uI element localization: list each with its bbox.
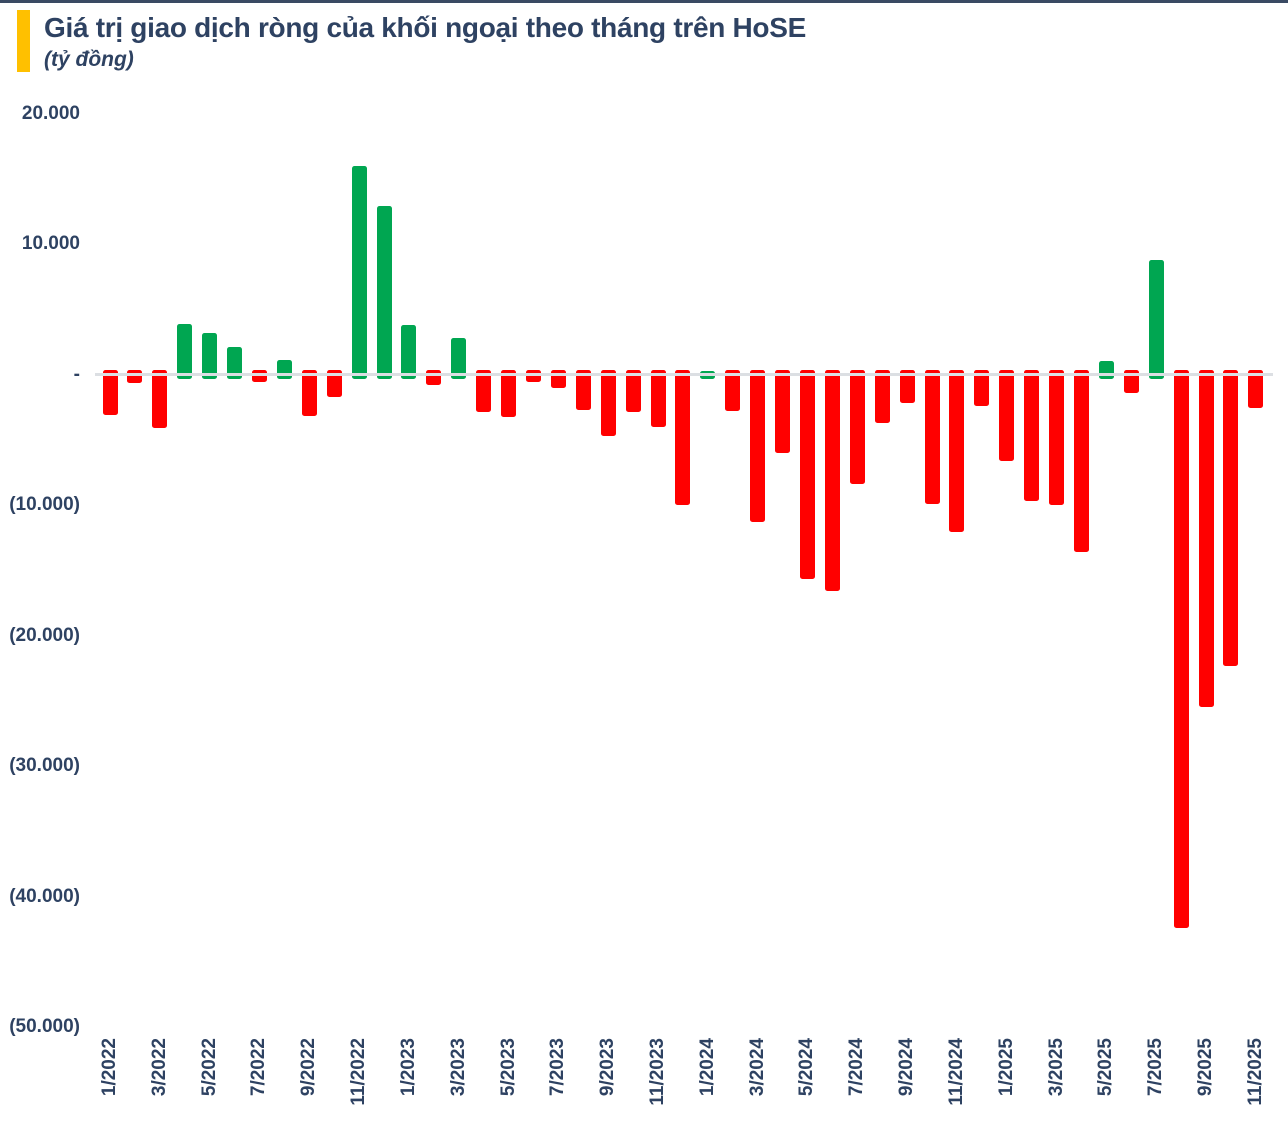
bar-3/2022: [152, 369, 168, 428]
bar-4/2024: [775, 369, 791, 453]
x-axis-tick-label: 1/2023: [397, 1038, 419, 1097]
x-axis-tick-label: 5/2022: [198, 1038, 220, 1097]
bar-10/2023: [625, 369, 641, 413]
window-top-edge: [0, 0, 1288, 3]
title-accent-bar: [17, 10, 30, 72]
chart-title: Giá trị giao dịch ròng của khối ngoại th…: [44, 12, 806, 43]
y-axis-tick-label: (50.000): [9, 1016, 80, 1037]
x-axis-tick-label: 11/2025: [1244, 1038, 1266, 1106]
bar-3/2025: [1049, 369, 1065, 505]
bar-2/2024: [725, 369, 741, 412]
x-axis-tick-label: 1/2024: [696, 1038, 718, 1097]
bar-6/2024: [824, 369, 840, 592]
bar-2/2025: [1024, 369, 1040, 502]
bar-11/2023: [650, 369, 666, 427]
bar-5/2023: [501, 369, 517, 417]
chart-header: Giá trị giao dịch ròng của khối ngoại th…: [17, 10, 806, 72]
y-axis-tick-label: 20.000: [21, 102, 80, 124]
x-axis-tick-label: 11/2024: [945, 1038, 967, 1106]
y-axis-tick-label: (40.000): [9, 885, 80, 907]
bar-12/2024: [974, 369, 990, 406]
x-axis-tick-label: 7/2025: [1145, 1038, 1167, 1097]
bar-9/2022: [301, 369, 317, 417]
bar-3/2024: [750, 369, 766, 522]
x-axis-tick-label: 9/2023: [597, 1038, 619, 1097]
bar-6/2022: [227, 347, 243, 380]
bar-4/2025: [1073, 369, 1089, 552]
bar-8/2024: [874, 369, 890, 423]
x-axis-tick-label: 3/2024: [746, 1038, 768, 1097]
bar-1/2025: [999, 369, 1015, 461]
bar-8/2023: [575, 369, 591, 411]
bar-11/2024: [949, 369, 965, 533]
bar-11/2022: [351, 165, 367, 380]
x-axis-tick-label: 5/2023: [497, 1038, 519, 1097]
bar-4/2023: [476, 369, 492, 413]
x-axis-tick-label: 9/2022: [298, 1038, 320, 1097]
bar-5/2025: [1098, 361, 1114, 380]
zero-axis-line: [95, 373, 1273, 376]
bar-12/2022: [376, 206, 392, 380]
bar-12/2023: [675, 369, 691, 505]
bar-7/2025: [1148, 259, 1164, 380]
y-axis-tick-label: 10.000: [21, 233, 80, 254]
bar-4/2022: [177, 323, 193, 380]
bar-2/2022: [127, 369, 143, 383]
x-axis-tick-label: 1/2025: [995, 1038, 1017, 1097]
chart-subtitle: (tỷ đồng): [44, 48, 134, 71]
title-block: Giá trị giao dịch ròng của khối ngoại th…: [44, 10, 806, 72]
bar-5/2022: [202, 332, 218, 380]
x-axis-tick-label: 11/2023: [647, 1038, 669, 1106]
bar-1/2022: [102, 369, 118, 415]
bar-1/2023: [401, 324, 417, 380]
bar-9/2023: [600, 369, 616, 436]
x-axis-tick-label: 3/2023: [447, 1038, 469, 1097]
x-axis-tick-label: 11/2022: [348, 1038, 370, 1106]
bar-9/2024: [899, 369, 915, 404]
bar-10/2025: [1223, 369, 1239, 666]
bar-11/2025: [1248, 369, 1264, 409]
y-axis-tick-label: -: [73, 363, 80, 385]
y-axis-tick-label: (20.000): [9, 624, 80, 646]
bar-5/2024: [799, 369, 815, 580]
y-axis-tick-label: (30.000): [9, 755, 80, 776]
bar-7/2024: [849, 369, 865, 485]
bar-9/2025: [1198, 369, 1214, 708]
bar-8/2025: [1173, 369, 1189, 928]
y-axis-tick-label: (10.000): [9, 494, 80, 515]
bar-10/2024: [924, 369, 940, 504]
x-axis-tick-label: 3/2025: [1045, 1038, 1067, 1097]
bar-2/2023: [426, 369, 442, 385]
x-axis-tick-label: 3/2022: [148, 1038, 170, 1097]
x-axis-tick-label: 7/2024: [846, 1038, 868, 1097]
x-axis-tick-label: 5/2025: [1095, 1038, 1117, 1097]
x-axis-tick-label: 9/2024: [896, 1038, 918, 1097]
x-axis-tick-label: 1/2022: [99, 1038, 120, 1097]
bar-8/2022: [276, 360, 292, 380]
bar-3/2023: [451, 337, 467, 380]
x-axis-tick-label: 9/2025: [1195, 1038, 1217, 1097]
x-axis-tick-label: 7/2023: [547, 1038, 569, 1097]
x-axis-tick-label: 7/2022: [248, 1038, 270, 1097]
bar-10/2022: [326, 369, 342, 397]
x-axis-tick-label: 5/2024: [796, 1038, 818, 1097]
